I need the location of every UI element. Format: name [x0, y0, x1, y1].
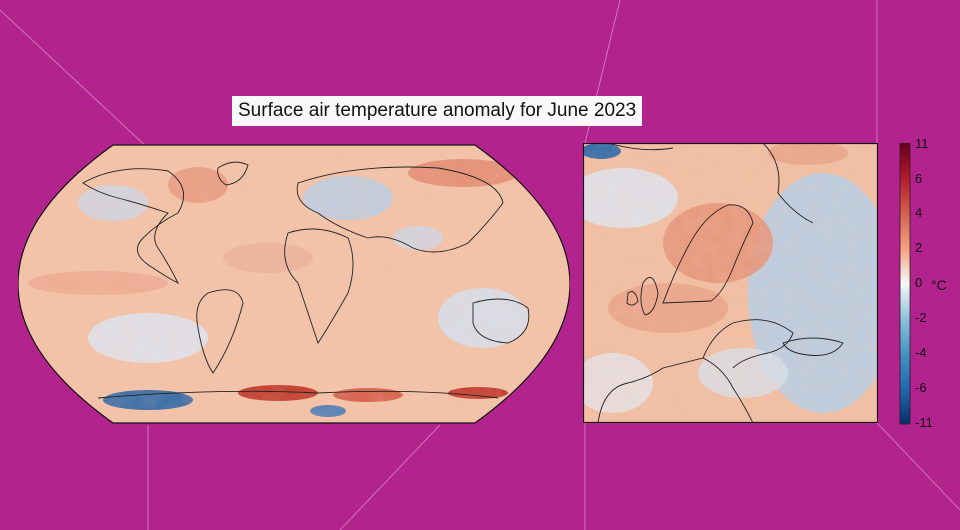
- great-britain: [640, 276, 659, 316]
- decor-line: [0, 9, 151, 151]
- colorbar-tick: -6: [915, 380, 927, 395]
- central-europe: [702, 319, 794, 369]
- scandinavia: [662, 204, 754, 304]
- colorbar-tick: 4: [915, 205, 923, 220]
- colorbar-tick: 11: [915, 136, 929, 151]
- coastlines: [82, 161, 530, 399]
- texture: [583, 143, 878, 423]
- arctic-coast: [607, 143, 674, 151]
- map-frame: [18, 144, 570, 424]
- colorbar-tick: -11: [915, 415, 933, 430]
- antarctica: [97, 390, 499, 399]
- colorbar-gradient: [899, 143, 911, 425]
- kola-coast: [762, 143, 814, 224]
- colorbar-tick: 0: [915, 275, 923, 290]
- colorbar-tick: -2: [915, 310, 927, 325]
- africa: [284, 228, 354, 345]
- colorbar: [899, 143, 911, 425]
- colorbar-unit: °C: [931, 277, 947, 293]
- texture: [18, 145, 570, 423]
- black-sea: [782, 337, 844, 356]
- north-america: [82, 168, 185, 285]
- europe-anomaly-map: [583, 143, 878, 423]
- map-frame: [583, 143, 878, 423]
- map-title: Surface air temperature anomaly for June…: [232, 96, 643, 126]
- colorbar-tick: -4: [915, 345, 927, 360]
- greenland: [217, 161, 249, 186]
- colorbar-tick: 2: [915, 240, 923, 255]
- australia: [472, 298, 530, 344]
- eurasia: [296, 166, 504, 253]
- decor-line: [339, 424, 441, 530]
- world-anomaly-map: [18, 144, 570, 424]
- ireland: [626, 291, 639, 306]
- colorbar-tick: 6: [915, 171, 923, 186]
- southern-coast: [597, 357, 754, 423]
- decor-line: [876, 422, 960, 511]
- south-america: [196, 289, 244, 374]
- coastlines: [597, 143, 844, 423]
